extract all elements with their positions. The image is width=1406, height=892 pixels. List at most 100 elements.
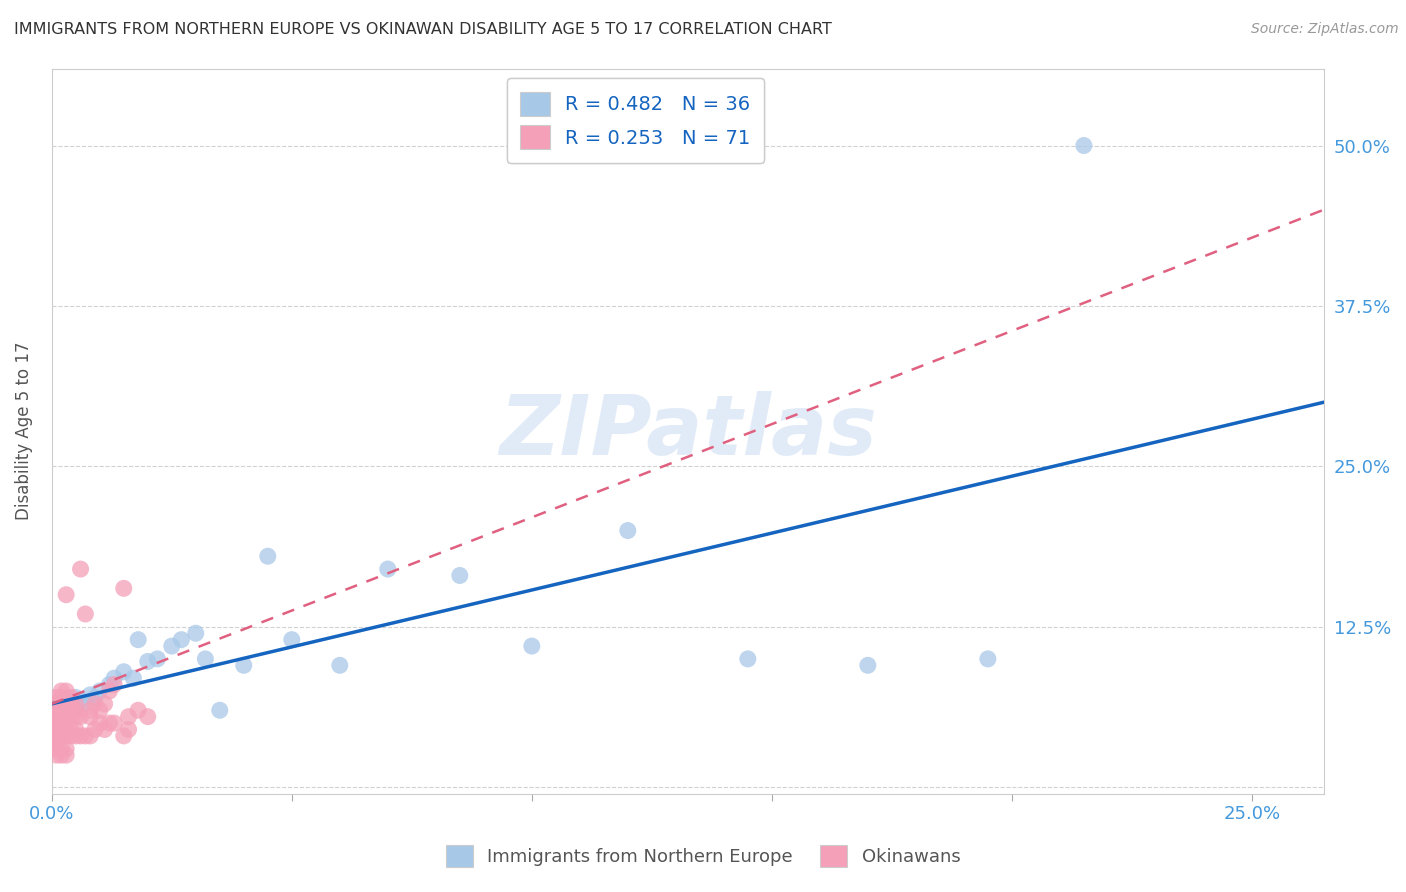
Point xyxy=(127,703,149,717)
Point xyxy=(51,697,73,711)
Point xyxy=(136,655,159,669)
Point xyxy=(117,723,139,737)
Point xyxy=(59,723,82,737)
Point xyxy=(281,632,304,647)
Point xyxy=(449,568,471,582)
Point xyxy=(65,703,87,717)
Point xyxy=(98,677,121,691)
Point xyxy=(45,697,67,711)
Point xyxy=(45,697,67,711)
Point xyxy=(160,639,183,653)
Point xyxy=(55,693,77,707)
Point xyxy=(377,562,399,576)
Point xyxy=(55,723,77,737)
Point xyxy=(59,690,82,705)
Point xyxy=(55,748,77,763)
Point xyxy=(51,703,73,717)
Point xyxy=(127,632,149,647)
Point xyxy=(45,741,67,756)
Point xyxy=(44,697,66,711)
Point xyxy=(75,697,97,711)
Point xyxy=(51,709,73,723)
Point xyxy=(89,684,111,698)
Legend: Immigrants from Northern Europe, Okinawans: Immigrants from Northern Europe, Okinawa… xyxy=(439,838,967,874)
Point xyxy=(89,716,111,731)
Point xyxy=(617,524,640,538)
Point xyxy=(48,729,70,743)
Point xyxy=(51,703,73,717)
Point xyxy=(117,709,139,723)
Point xyxy=(103,671,125,685)
Point xyxy=(256,549,278,564)
Point xyxy=(89,703,111,717)
Point xyxy=(79,703,101,717)
Point xyxy=(59,697,82,711)
Point xyxy=(84,697,107,711)
Point xyxy=(45,690,67,705)
Point xyxy=(65,723,87,737)
Point xyxy=(170,632,193,647)
Point xyxy=(51,729,73,743)
Point xyxy=(55,588,77,602)
Point xyxy=(51,690,73,705)
Point xyxy=(103,716,125,731)
Point xyxy=(42,741,65,756)
Point xyxy=(75,729,97,743)
Point xyxy=(112,582,135,596)
Point xyxy=(65,709,87,723)
Point xyxy=(977,652,1000,666)
Point xyxy=(79,688,101,702)
Point xyxy=(103,677,125,691)
Point xyxy=(51,684,73,698)
Point xyxy=(48,709,70,723)
Text: IMMIGRANTS FROM NORTHERN EUROPE VS OKINAWAN DISABILITY AGE 5 TO 17 CORRELATION C: IMMIGRANTS FROM NORTHERN EUROPE VS OKINA… xyxy=(14,22,832,37)
Point xyxy=(194,652,217,666)
Point xyxy=(51,741,73,756)
Point xyxy=(55,709,77,723)
Point xyxy=(51,723,73,737)
Text: ZIPatlas: ZIPatlas xyxy=(499,391,877,472)
Point xyxy=(136,709,159,723)
Point xyxy=(65,697,87,711)
Point xyxy=(55,709,77,723)
Point xyxy=(69,693,91,707)
Point xyxy=(59,709,82,723)
Point xyxy=(75,607,97,621)
Legend: R = 0.482   N = 36, R = 0.253   N = 71: R = 0.482 N = 36, R = 0.253 N = 71 xyxy=(506,78,763,162)
Point xyxy=(48,703,70,717)
Point xyxy=(69,562,91,576)
Point xyxy=(84,690,107,705)
Point xyxy=(329,658,352,673)
Point xyxy=(55,741,77,756)
Point xyxy=(55,703,77,717)
Point xyxy=(737,652,759,666)
Point xyxy=(856,658,879,673)
Point xyxy=(59,703,82,717)
Point xyxy=(79,709,101,723)
Point xyxy=(79,729,101,743)
Text: Source: ZipAtlas.com: Source: ZipAtlas.com xyxy=(1251,22,1399,37)
Point xyxy=(45,723,67,737)
Point xyxy=(45,716,67,731)
Point xyxy=(55,684,77,698)
Point xyxy=(98,716,121,731)
Point xyxy=(59,729,82,743)
Point xyxy=(98,684,121,698)
Point xyxy=(44,729,66,743)
Point xyxy=(51,748,73,763)
Point xyxy=(69,729,91,743)
Point xyxy=(208,703,231,717)
Point xyxy=(69,709,91,723)
Y-axis label: Disability Age 5 to 17: Disability Age 5 to 17 xyxy=(15,342,32,520)
Point xyxy=(45,735,67,749)
Point xyxy=(65,690,87,705)
Point xyxy=(84,723,107,737)
Point xyxy=(42,723,65,737)
Point xyxy=(45,709,67,723)
Point xyxy=(184,626,207,640)
Point xyxy=(45,748,67,763)
Point xyxy=(93,697,115,711)
Point xyxy=(146,652,169,666)
Point xyxy=(520,639,543,653)
Point xyxy=(232,658,254,673)
